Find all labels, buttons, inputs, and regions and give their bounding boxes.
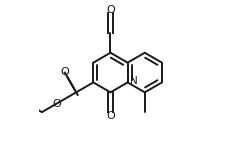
Text: O: O <box>106 111 115 121</box>
Text: N: N <box>130 76 137 86</box>
Text: O: O <box>52 99 61 109</box>
Text: O: O <box>106 5 115 15</box>
Text: O: O <box>60 67 69 77</box>
